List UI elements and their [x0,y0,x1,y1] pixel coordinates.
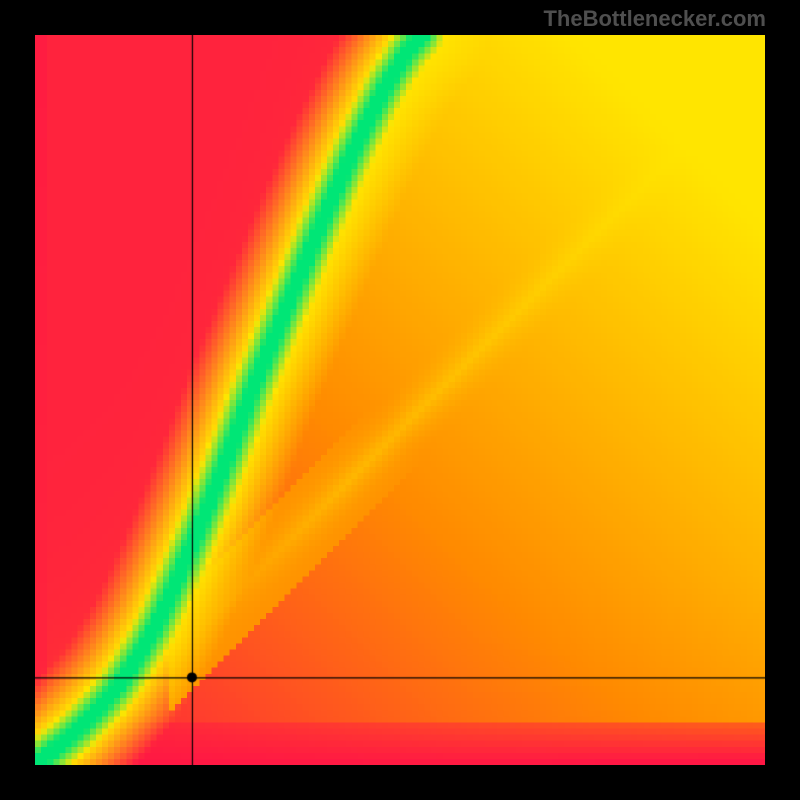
chart-container: TheBottlenecker.com [0,0,800,800]
bottleneck-heatmap [35,35,765,765]
watermark-text: TheBottlenecker.com [543,6,766,32]
